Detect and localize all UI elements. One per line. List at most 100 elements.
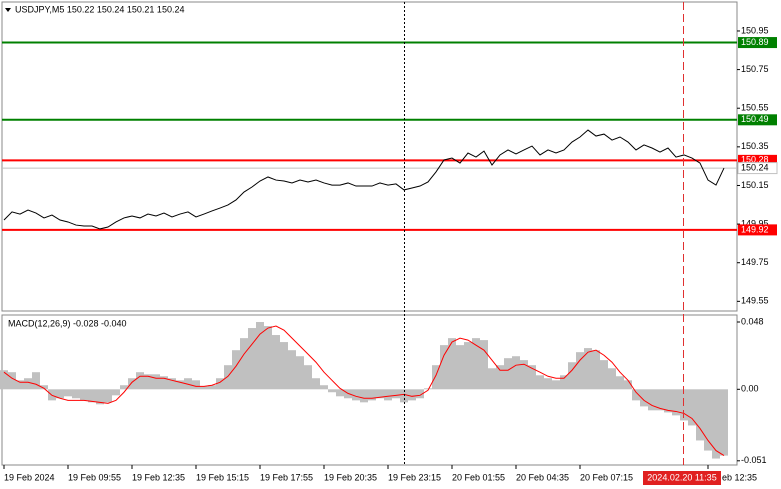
price-line bbox=[3, 129, 725, 230]
histogram-bar bbox=[488, 368, 496, 390]
histogram-bar bbox=[272, 335, 280, 390]
histogram-bar bbox=[592, 350, 600, 390]
histogram-bar bbox=[72, 389, 80, 399]
histogram-bar bbox=[376, 389, 384, 399]
histogram-bar bbox=[88, 389, 96, 403]
x-tick-label: 19 Feb 15:15 bbox=[196, 472, 249, 482]
histogram-bar bbox=[688, 389, 696, 426]
y-tick-label: 150.15 bbox=[741, 180, 769, 190]
x-tick-label: 19 Feb 2024 bbox=[4, 472, 55, 482]
histogram-bar bbox=[152, 374, 160, 390]
histogram-bar bbox=[584, 348, 592, 390]
histogram-bar bbox=[384, 389, 392, 401]
histogram-bar bbox=[136, 372, 144, 390]
level-label: 150.49 bbox=[741, 114, 769, 124]
macd-title: MACD(12,26,9) -0.028 -0.040 bbox=[8, 318, 127, 328]
cursor-label: 2024.02.20 11:35 bbox=[647, 472, 716, 482]
y-tick-label: 150.95 bbox=[741, 25, 769, 35]
histogram-bar bbox=[416, 389, 424, 399]
y-tick-label: 149.95 bbox=[741, 218, 769, 228]
histogram-bar bbox=[200, 386, 208, 390]
y-tick-label: 150.35 bbox=[741, 141, 769, 151]
histogram-bar bbox=[216, 378, 224, 390]
histogram-bar bbox=[568, 362, 576, 390]
level-label: 150.89 bbox=[741, 37, 769, 47]
histogram-bar bbox=[288, 350, 296, 390]
histogram-bar bbox=[80, 389, 88, 401]
price-panel bbox=[1, 1, 738, 312]
current-price-label: 150.24 bbox=[741, 162, 769, 172]
histogram-bar bbox=[496, 365, 504, 390]
histogram-bar bbox=[320, 385, 328, 390]
histogram-bar bbox=[480, 340, 488, 390]
histogram-bar bbox=[520, 360, 528, 390]
histogram-bar bbox=[608, 368, 616, 390]
level-label-box bbox=[738, 154, 777, 166]
histogram-bar bbox=[352, 389, 360, 401]
histogram-bar bbox=[296, 356, 304, 390]
histogram-bar bbox=[368, 389, 376, 401]
histogram-bar bbox=[504, 358, 512, 390]
histogram-bar bbox=[624, 380, 632, 390]
histogram-bar bbox=[248, 328, 256, 390]
level-label-box bbox=[738, 114, 777, 126]
histogram-bar bbox=[720, 389, 728, 456]
histogram-bar bbox=[16, 380, 24, 390]
histogram-bar bbox=[648, 389, 656, 411]
histogram-bar bbox=[168, 378, 176, 390]
histogram-bar bbox=[56, 389, 64, 399]
histogram-bar bbox=[192, 380, 200, 390]
histogram-bar bbox=[440, 345, 448, 390]
histogram-bar bbox=[328, 389, 336, 393]
histogram-bar bbox=[552, 380, 560, 390]
level-label: 149.92 bbox=[741, 224, 769, 234]
histogram-bar bbox=[0, 370, 8, 390]
histogram-bar bbox=[448, 338, 456, 390]
histogram-bar bbox=[208, 385, 216, 390]
histogram-bar bbox=[656, 389, 664, 411]
histogram-bar bbox=[464, 342, 472, 390]
histogram-bar bbox=[632, 389, 640, 401]
histogram-bar bbox=[280, 342, 288, 390]
histogram-bar bbox=[104, 389, 112, 403]
histogram-bar bbox=[360, 389, 368, 403]
histogram-bar bbox=[528, 365, 536, 390]
histogram-bar bbox=[240, 338, 248, 390]
price-title: USDJPY,M5 150.22 150.24 150.21 150.24 bbox=[15, 4, 184, 14]
histogram-bar bbox=[232, 350, 240, 390]
histogram-bar bbox=[224, 365, 232, 390]
histogram-bar bbox=[256, 322, 264, 390]
histogram-bar bbox=[560, 375, 568, 390]
x-tick-label: 20 Feb 01:55 bbox=[452, 472, 505, 482]
histogram-bar bbox=[408, 389, 416, 401]
x-tick-label: 20 Feb 04:35 bbox=[516, 472, 569, 482]
level-label: 150.28 bbox=[741, 155, 769, 165]
histogram-bar bbox=[696, 389, 704, 441]
histogram-bar bbox=[536, 375, 544, 390]
histogram-bar bbox=[424, 388, 432, 390]
cursor-label-box bbox=[643, 471, 721, 485]
y-tick-label: 149.75 bbox=[741, 257, 769, 267]
x-tick-label: eb 12:35 bbox=[722, 472, 757, 482]
histogram-bar bbox=[512, 356, 520, 390]
current-price-box bbox=[737, 162, 778, 175]
y-tick-label: -0.051 bbox=[741, 455, 767, 465]
histogram-bar bbox=[472, 338, 480, 390]
histogram-bar bbox=[456, 345, 464, 390]
histogram-bar bbox=[392, 389, 400, 399]
histogram-bar bbox=[128, 378, 136, 390]
x-tick-label: 20 Feb 07:15 bbox=[580, 472, 633, 482]
menu-arrow[interactable] bbox=[5, 8, 11, 12]
histogram-bar bbox=[544, 378, 552, 390]
histogram-bar bbox=[704, 389, 712, 451]
histogram-bar bbox=[40, 385, 48, 390]
level-label-box bbox=[738, 37, 777, 49]
histogram-bar bbox=[712, 389, 720, 459]
histogram-bar bbox=[312, 378, 320, 390]
histogram-bar bbox=[176, 380, 184, 390]
histogram-bar bbox=[640, 389, 648, 407]
histogram-bar bbox=[616, 376, 624, 390]
histogram-bar bbox=[576, 352, 584, 390]
y-tick-label: 0.00 bbox=[741, 384, 759, 394]
histogram-bar bbox=[336, 389, 344, 397]
